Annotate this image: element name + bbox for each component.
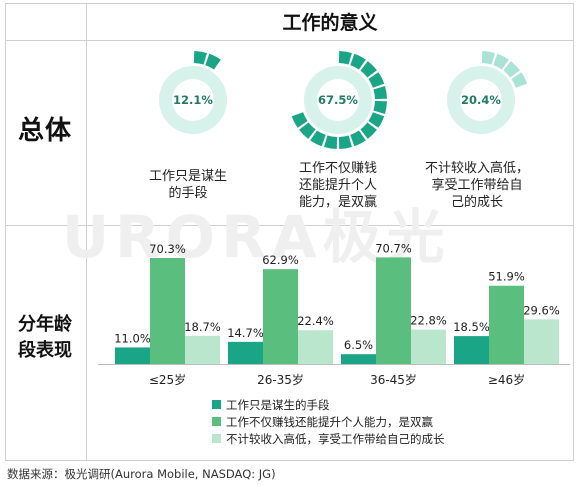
divider bbox=[86, 3, 87, 461]
donut-hole bbox=[460, 79, 502, 121]
bar bbox=[341, 354, 376, 364]
bar bbox=[454, 336, 489, 364]
bar-data-label: 22.8% bbox=[410, 314, 447, 328]
x-tick-label: ≤25岁 bbox=[149, 372, 186, 387]
x-tick-label: 26-35岁 bbox=[257, 372, 304, 387]
donut-segment bbox=[368, 112, 385, 128]
donut-segment bbox=[373, 100, 387, 114]
donut-segment bbox=[193, 51, 207, 65]
donut-caption-2: 工作不仅赚钱 还能提升个人 能力，是双赢 bbox=[278, 160, 398, 211]
donut-segment bbox=[481, 51, 495, 65]
bar-data-label: 70.7% bbox=[375, 241, 412, 255]
bar bbox=[489, 285, 524, 364]
donut-value-label: 20.4% bbox=[461, 93, 501, 107]
donut-segment bbox=[350, 130, 366, 147]
caption-line: 工作只是谋生 bbox=[148, 169, 227, 184]
divider bbox=[5, 40, 574, 41]
bar-data-label: 18.5% bbox=[453, 320, 490, 334]
bar-data-label: 51.9% bbox=[488, 270, 525, 284]
bar-data-label: 11.0% bbox=[114, 331, 151, 345]
age-row-label-line2: 段表现 bbox=[18, 340, 72, 361]
legend-swatch bbox=[212, 417, 221, 426]
donut-value-label: 67.5% bbox=[318, 93, 358, 107]
donut-segment bbox=[511, 72, 528, 88]
legend-swatch bbox=[212, 400, 221, 409]
bar bbox=[376, 257, 411, 364]
bar-data-label: 14.7% bbox=[227, 326, 264, 340]
age-row-label-line1: 分年龄 bbox=[18, 314, 72, 335]
caption-line: 不计较收入高低， bbox=[424, 161, 529, 176]
divider bbox=[5, 225, 574, 226]
caption-line: 还能提升个人 bbox=[298, 178, 377, 193]
donut-segment bbox=[503, 61, 520, 78]
bar bbox=[298, 330, 333, 364]
legend-label: 不计较收入高低，享受工作带给自己的成长 bbox=[226, 432, 445, 446]
donut-value-label: 12.1% bbox=[173, 93, 213, 107]
bar-data-label: 22.4% bbox=[297, 314, 334, 328]
bar-data-label: 29.6% bbox=[523, 303, 560, 317]
donut-segment bbox=[373, 86, 387, 100]
data-source: 数据来源：极光调研(Aurora Mobile, NASDAQ: JG) bbox=[7, 467, 276, 481]
donut-segment bbox=[324, 135, 338, 149]
overall-row-label: 总体 bbox=[17, 116, 72, 146]
bar bbox=[411, 329, 446, 364]
legend-swatch bbox=[212, 434, 221, 443]
bar bbox=[263, 269, 298, 364]
caption-line: 己的成长 bbox=[450, 195, 503, 210]
bar-data-label: 6.5% bbox=[344, 338, 373, 352]
caption-line: 的手段 bbox=[168, 186, 208, 201]
donut-segment bbox=[291, 112, 308, 128]
bar-data-label: 18.7% bbox=[184, 320, 221, 334]
donut-caption-3: 不计较收入高低， 享受工作带给自 己的成长 bbox=[412, 160, 542, 211]
donut-segment bbox=[205, 53, 221, 70]
donut-segment bbox=[493, 53, 509, 70]
donut-segment bbox=[360, 61, 377, 78]
donut-segment bbox=[338, 135, 352, 149]
bar-data-label: 70.3% bbox=[149, 242, 186, 256]
donut-caption-1: 工作只是谋生 的手段 bbox=[128, 168, 248, 202]
table-frame bbox=[5, 3, 574, 461]
donut-hole bbox=[172, 79, 214, 121]
page-title: 工作的意义 bbox=[282, 12, 378, 34]
bar-data-label: 62.9% bbox=[262, 253, 299, 267]
donut-segment bbox=[350, 53, 366, 70]
age-row-label: 分年龄 段表现 bbox=[5, 312, 85, 364]
bar bbox=[185, 335, 220, 364]
donut-segment bbox=[360, 122, 377, 139]
legend-label: 工作不仅赚钱还能提升个人能力，是双赢 bbox=[226, 415, 433, 429]
caption-line: 工作不仅赚钱 bbox=[298, 161, 377, 176]
x-tick-label: 36-45岁 bbox=[370, 372, 417, 387]
caption-line: 能力，是双赢 bbox=[298, 195, 377, 210]
bar bbox=[150, 258, 185, 364]
legend-label: 工作只是谋生的手段 bbox=[226, 398, 330, 412]
bar bbox=[524, 319, 559, 364]
bar bbox=[115, 347, 150, 364]
caption-line: 享受工作带给自 bbox=[431, 178, 523, 193]
donut-segment bbox=[310, 130, 326, 147]
donut-segment bbox=[299, 122, 316, 139]
donut-hole bbox=[317, 79, 359, 121]
donut-segment bbox=[368, 72, 385, 88]
donut-segment bbox=[338, 51, 352, 65]
x-tick-label: ≥46岁 bbox=[488, 372, 525, 387]
bar bbox=[228, 341, 263, 364]
